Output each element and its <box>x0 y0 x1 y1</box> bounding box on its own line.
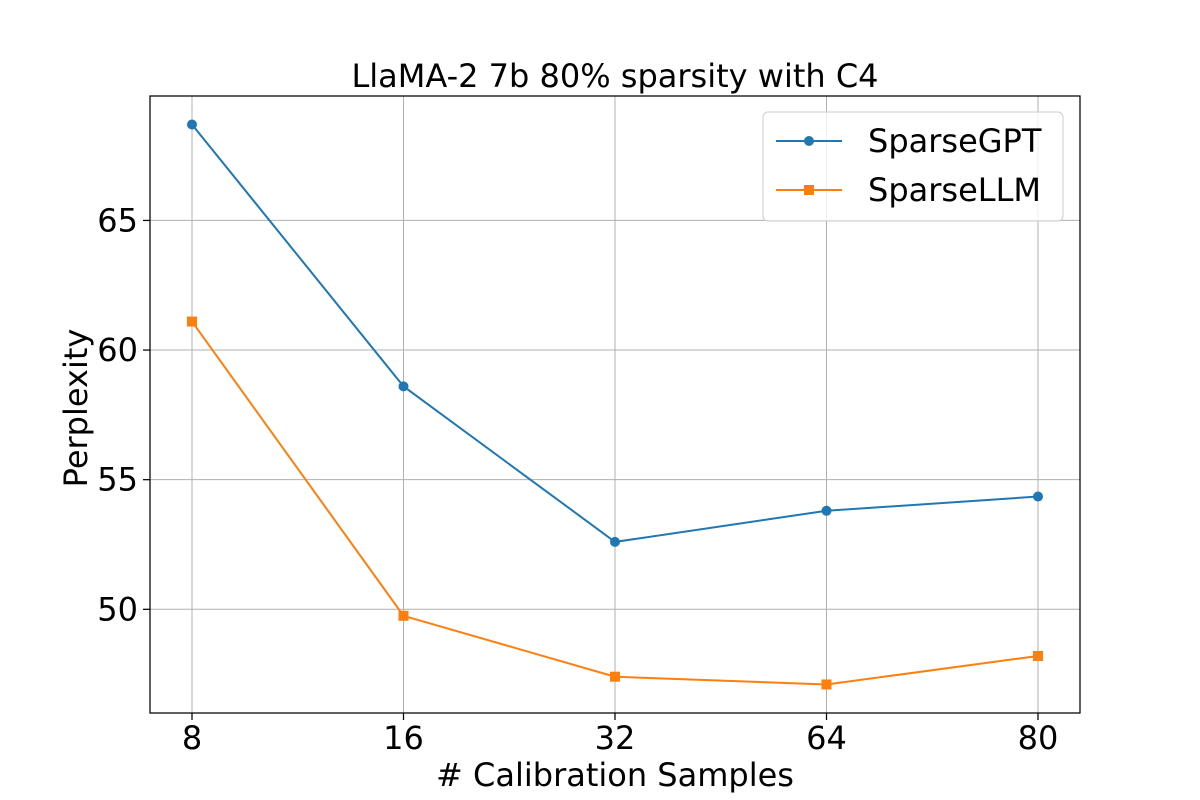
y-tick-label: 50 <box>97 590 138 628</box>
y-tick-label: 60 <box>97 331 138 369</box>
data-point-sparsellm <box>610 671 620 682</box>
x-tick-label: 8 <box>182 719 202 757</box>
x-tick-label: 80 <box>1018 719 1059 757</box>
x-tick-label: 16 <box>383 719 424 757</box>
x-tick-label: 32 <box>595 719 636 757</box>
data-point-sparsellm <box>821 679 832 690</box>
y-tick-label: 55 <box>97 461 138 499</box>
legend-marker-sparsellm <box>804 185 814 195</box>
data-point-sparsellm <box>1033 650 1043 661</box>
legend-label-sparsellm: SparseLLM <box>868 171 1041 209</box>
data-point-sparsegpt <box>821 505 832 516</box>
y-axis-label: Perplexity <box>57 329 95 488</box>
y-tick-label: 65 <box>97 201 138 239</box>
data-point-sparsegpt <box>610 536 620 547</box>
axis-ticks: 8 16 32 64 80 50 55 60 65 <box>97 201 1058 757</box>
data-point-sparsellm <box>398 610 409 621</box>
x-axis-label: # Calibration Samples <box>436 756 794 794</box>
data-point-sparsegpt <box>187 119 197 130</box>
data-point-sparsegpt <box>1033 491 1043 502</box>
series-group <box>187 119 1043 690</box>
chart-title: LlaMA-2 7b 80% sparsity with C4 <box>351 57 878 95</box>
legend-marker-sparsegpt <box>804 136 814 146</box>
legend-frame <box>762 111 1064 222</box>
data-point-sparsegpt <box>398 381 409 392</box>
legend: SparseGPT SparseLLM <box>762 111 1064 222</box>
legend-label-sparsegpt: SparseGPT <box>868 122 1042 160</box>
x-tick-label: 64 <box>806 719 847 757</box>
data-point-sparsellm <box>187 316 197 327</box>
